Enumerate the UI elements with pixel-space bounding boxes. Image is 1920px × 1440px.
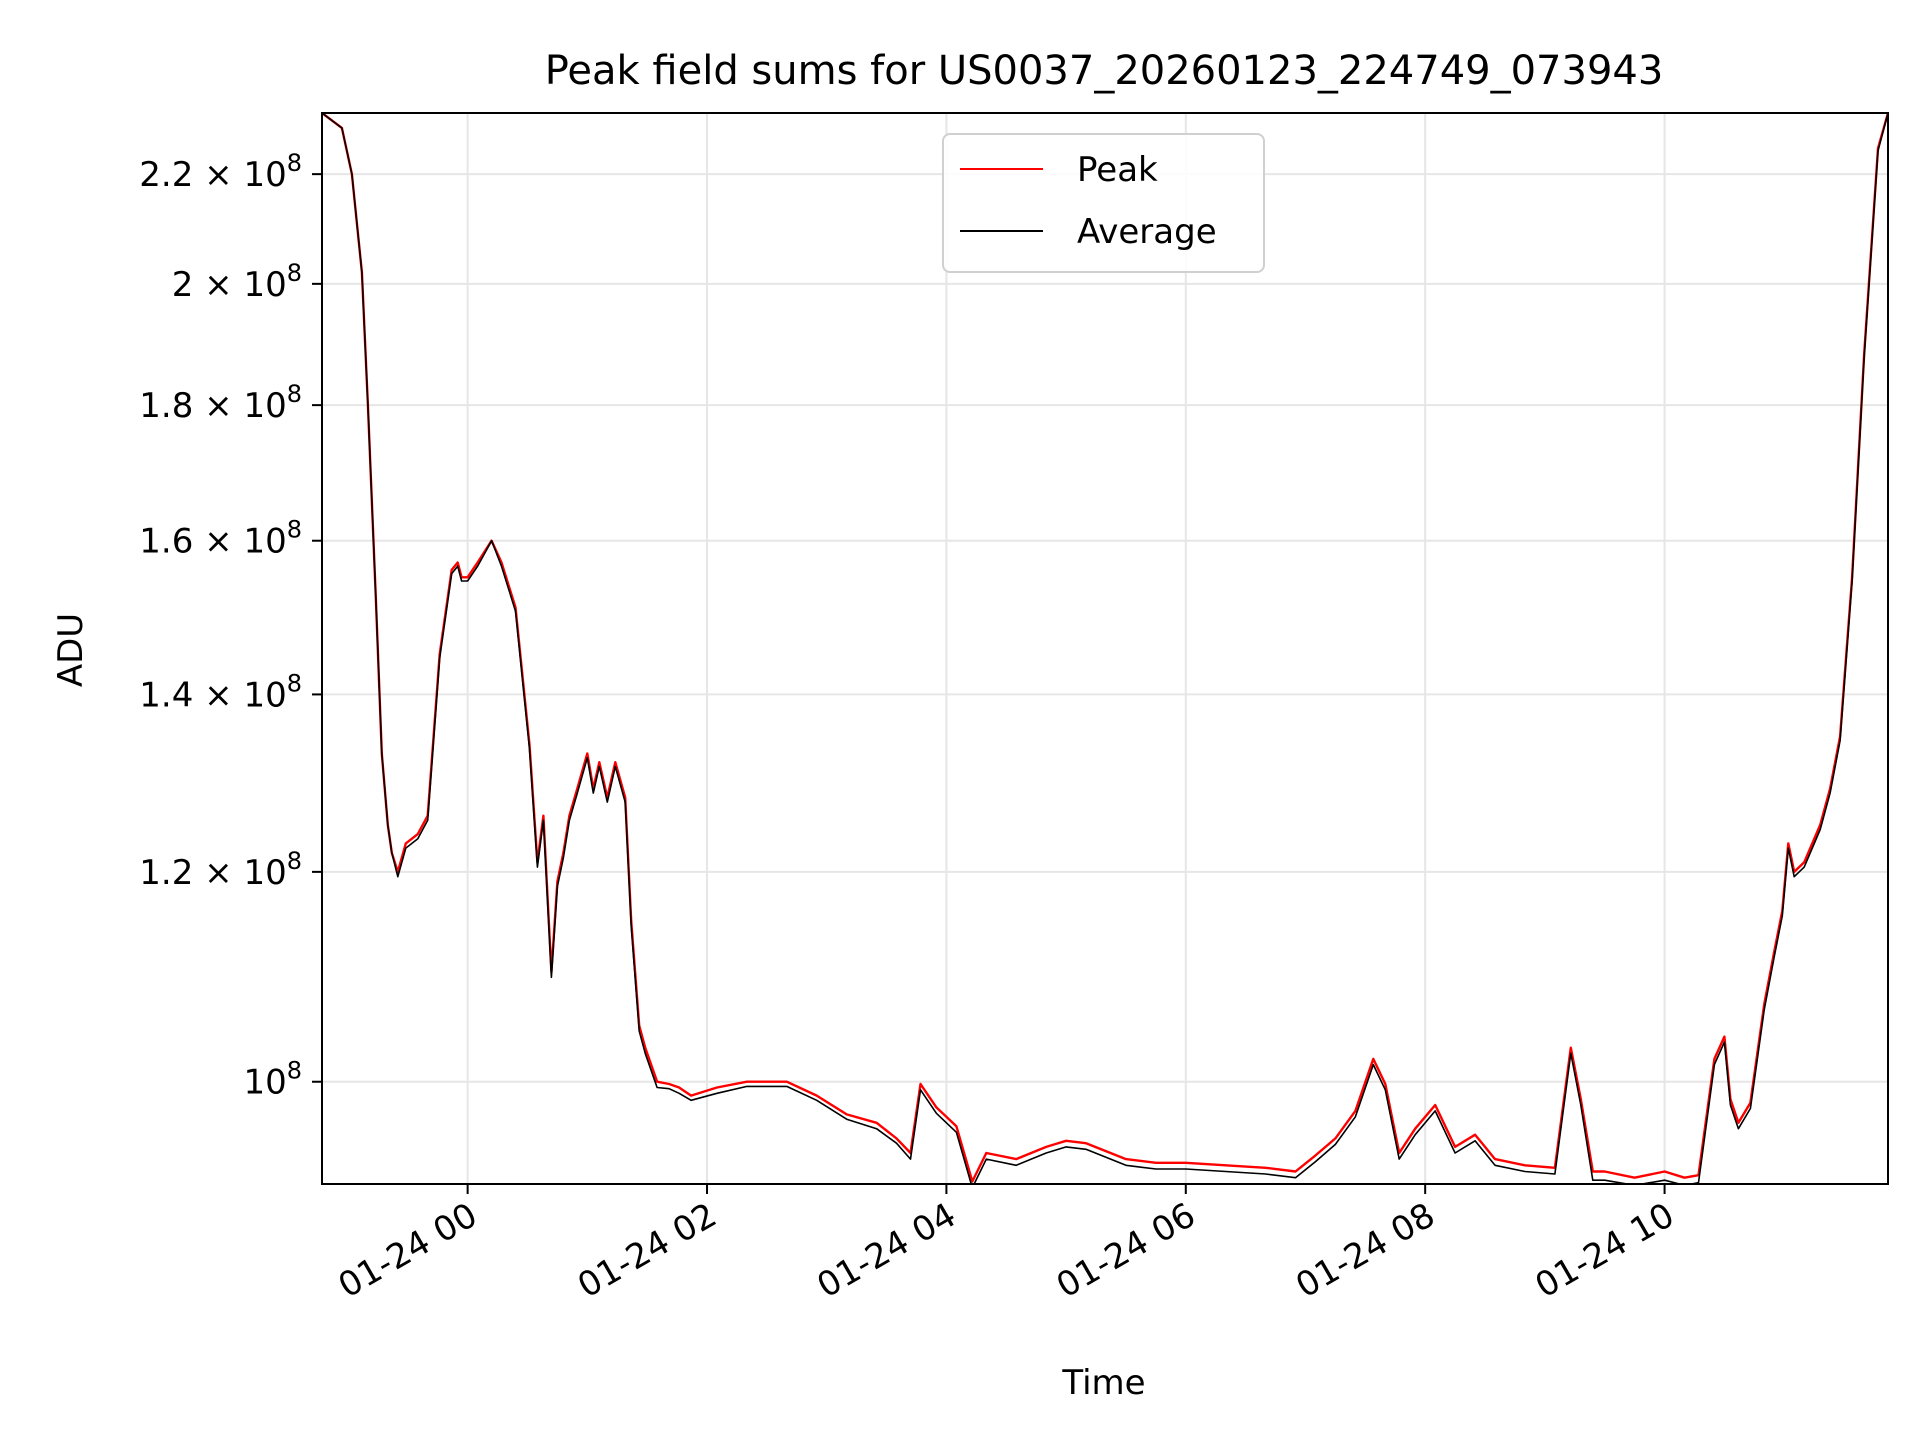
y-tick-label: 1.6 × 108 xyxy=(139,516,302,562)
y-tick-exponent: 8 xyxy=(287,149,302,177)
legend-average-label: Average xyxy=(1077,212,1217,252)
y-tick-mantissa: 1.6 × xyxy=(139,522,243,562)
y-tick-mantissa: 1.2 × xyxy=(139,853,243,893)
y-tick-exponent: 8 xyxy=(287,669,302,697)
y-tick-base: 10 xyxy=(243,155,286,195)
y-tick-mantissa: 1.4 × xyxy=(139,675,243,715)
y-tick-exponent: 8 xyxy=(287,380,302,408)
y-tick-base: 10 xyxy=(243,265,286,305)
y-tick-base: 10 xyxy=(243,522,286,562)
y-tick-label: 108 xyxy=(243,1057,302,1103)
y-tick-base: 10 xyxy=(243,386,286,426)
y-tick-exponent: 8 xyxy=(287,1057,302,1085)
y-axis-label: ADU xyxy=(51,613,91,687)
y-tick-mantissa: 1.8 × xyxy=(139,386,243,426)
y-tick-exponent: 8 xyxy=(287,516,302,544)
y-tick-exponent: 8 xyxy=(287,847,302,875)
y-tick-label: 1.2 × 108 xyxy=(139,847,302,893)
y-tick-label: 2 × 108 xyxy=(172,259,302,305)
y-tick-exponent: 8 xyxy=(287,259,302,287)
y-tick-label: 1.4 × 108 xyxy=(139,669,302,715)
y-tick-base: 10 xyxy=(243,675,286,715)
x-axis-label: Time xyxy=(1061,1363,1145,1403)
legend: Peak Average xyxy=(942,133,1265,273)
plot-frame xyxy=(321,112,1889,1185)
series-line-peak xyxy=(322,113,1888,1183)
chart-title: Peak field sums for US0037_20260123_2247… xyxy=(545,48,1664,94)
y-tick-mantissa: 2.2 × xyxy=(139,155,243,195)
y-tick-base: 10 xyxy=(243,1063,286,1103)
series-line-average xyxy=(322,113,1888,1184)
series-layer xyxy=(322,113,1888,1184)
y-tick-label: 1.8 × 108 xyxy=(139,380,302,426)
legend-peak-label: Peak xyxy=(1077,150,1158,190)
y-tick-mantissa: 2 × xyxy=(172,265,244,305)
y-tick-base: 10 xyxy=(243,853,286,893)
grid xyxy=(322,113,1888,1184)
y-tick-label: 2.2 × 108 xyxy=(139,149,302,195)
